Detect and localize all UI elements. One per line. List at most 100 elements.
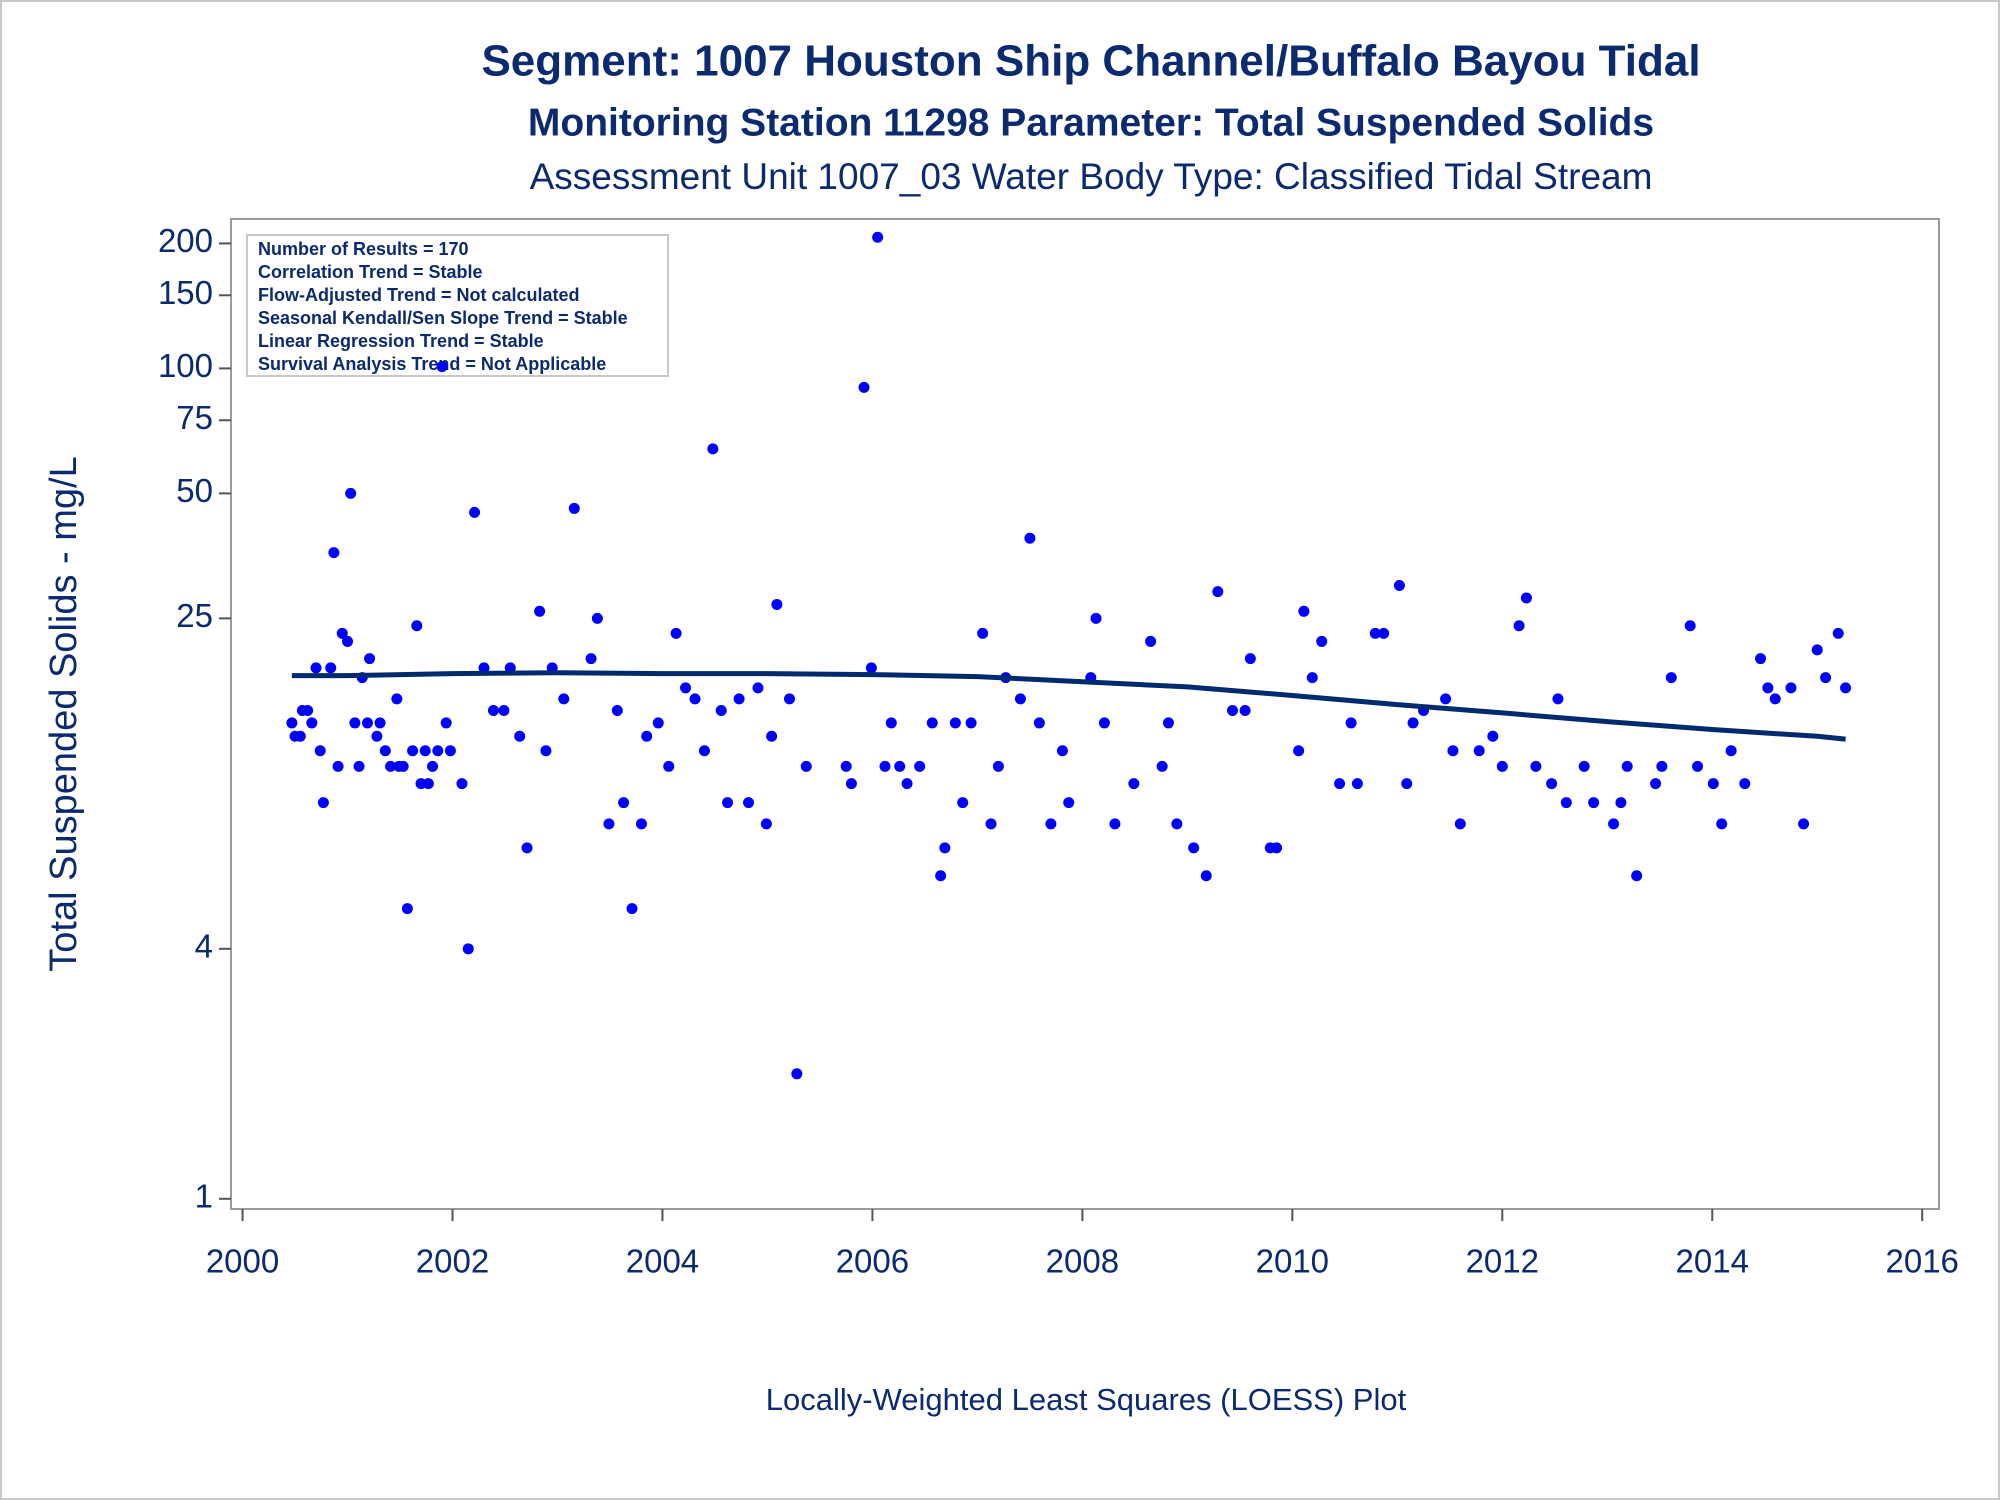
y-tick-label: 25 (176, 597, 213, 634)
data-point (371, 730, 383, 742)
data-point (314, 745, 326, 757)
data-point (1244, 653, 1256, 665)
data-point (885, 717, 897, 729)
data-point (1811, 644, 1823, 656)
data-point (1487, 730, 1499, 742)
data-point (872, 231, 884, 243)
data-point (1665, 672, 1677, 684)
data-point (440, 717, 452, 729)
data-point (1530, 760, 1542, 772)
data-point (1832, 627, 1844, 639)
data-point (1447, 745, 1459, 757)
data-point (558, 693, 570, 705)
data-point (1684, 620, 1696, 632)
data-point (1098, 717, 1110, 729)
data-point (1369, 627, 1381, 639)
data-point (1056, 745, 1068, 757)
data-point (1615, 797, 1627, 809)
data-point (427, 760, 439, 772)
data-point (1707, 778, 1719, 790)
data-point (949, 717, 961, 729)
data-point (1820, 672, 1832, 684)
data-point (1162, 717, 1174, 729)
data-point (618, 797, 630, 809)
data-point (385, 760, 397, 772)
data-point (670, 627, 682, 639)
x-tick-label: 2004 (626, 1243, 699, 1280)
data-point (391, 693, 403, 705)
x-tick-label: 2008 (1046, 1243, 1119, 1280)
x-tick-label: 2000 (206, 1243, 279, 1280)
data-point (1306, 672, 1318, 684)
data-point (328, 547, 340, 559)
data-point (800, 760, 812, 772)
data-point (397, 760, 409, 772)
data-point (635, 818, 647, 830)
data-point (591, 612, 603, 624)
data-point (707, 443, 719, 455)
x-tick-label: 2012 (1466, 1243, 1539, 1280)
data-point (498, 704, 510, 716)
data-point (1401, 778, 1413, 790)
x-tick-label: 2010 (1256, 1243, 1329, 1280)
data-point (302, 704, 314, 716)
data-point (1631, 870, 1643, 882)
data-point (1560, 797, 1572, 809)
x-tick-label: 2002 (416, 1243, 489, 1280)
info-text: Number of Results = 170 (258, 239, 469, 259)
data-point (752, 682, 764, 694)
data-point (1725, 745, 1737, 757)
data-point (1128, 778, 1140, 790)
data-point (992, 760, 1004, 772)
data-point (715, 704, 727, 716)
data-point (926, 717, 938, 729)
data-point (977, 627, 989, 639)
data-point (1063, 797, 1075, 809)
data-point (901, 778, 913, 790)
data-point (411, 620, 423, 632)
data-point (1226, 704, 1238, 716)
data-point (540, 745, 552, 757)
data-point (626, 903, 638, 915)
data-point (680, 682, 692, 694)
data-point (1407, 717, 1419, 729)
data-point (364, 653, 376, 665)
data-point (722, 797, 734, 809)
data-point (568, 502, 580, 514)
data-point (1334, 778, 1346, 790)
data-point (689, 693, 701, 705)
data-point (783, 693, 795, 705)
data-point (1473, 745, 1485, 757)
data-point (879, 760, 891, 772)
data-point (1621, 760, 1633, 772)
data-point (698, 745, 710, 757)
data-point (1109, 818, 1121, 830)
data-point (361, 717, 373, 729)
data-point (1650, 778, 1662, 790)
data-point (1351, 778, 1363, 790)
data-point (1520, 592, 1532, 604)
data-point (462, 943, 474, 955)
data-point (1454, 818, 1466, 830)
data-point (514, 730, 526, 742)
info-text: Correlation Trend = Stable (258, 262, 483, 282)
data-point (294, 730, 306, 742)
y-tick-label: 150 (158, 274, 213, 311)
data-point (1316, 635, 1328, 647)
data-point (743, 797, 755, 809)
data-point (1024, 532, 1036, 544)
y-tick-label: 100 (158, 347, 213, 384)
data-point (401, 903, 413, 915)
data-point (603, 818, 615, 830)
data-point (1608, 818, 1620, 830)
data-point (469, 506, 481, 518)
y-tick-label: 4 (195, 928, 213, 965)
data-point (939, 842, 951, 854)
plot-frame (230, 218, 1940, 1210)
x-tick-label: 2014 (1676, 1243, 1749, 1280)
data-point (1440, 693, 1452, 705)
data-point (894, 760, 906, 772)
data-point (1739, 778, 1751, 790)
data-point (1298, 605, 1310, 617)
data-point (1033, 717, 1045, 729)
